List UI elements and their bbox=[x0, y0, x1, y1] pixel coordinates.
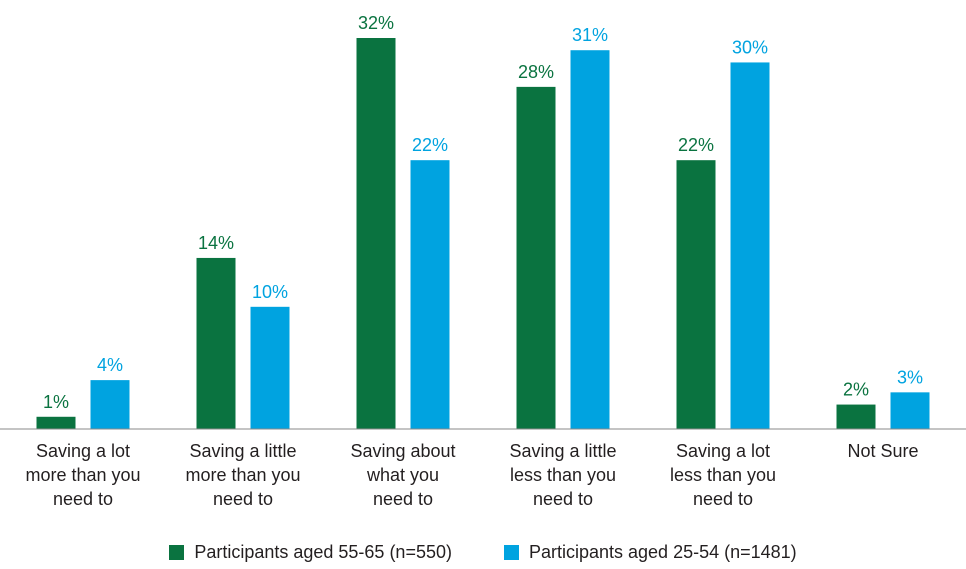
category-label-2-line-2: more than you bbox=[185, 465, 300, 485]
legend-swatch-25-54 bbox=[503, 544, 519, 560]
bar-s1-c4 bbox=[516, 86, 556, 429]
value-labels-group: 1% 4% 14% 10% 32% 22% 28% 31% 22% 30% 2% 3% bbox=[43, 13, 923, 412]
category-label-1-line-3: need to bbox=[53, 489, 113, 509]
category-label-1-line-2: more than you bbox=[25, 465, 140, 485]
category-label-4-line-2: less than you bbox=[510, 465, 616, 485]
value-label-s2-c6: 3% bbox=[897, 367, 923, 387]
bar-s2-c2 bbox=[250, 306, 290, 429]
bar-s1-c2 bbox=[196, 257, 236, 429]
value-label-s2-c5: 30% bbox=[732, 37, 768, 57]
category-label-5-line-1: Saving a lot bbox=[676, 441, 770, 461]
category-label-3-line-1: Saving about bbox=[350, 441, 455, 461]
legend-item-25-54: Participants aged 25-54 (n=1481) bbox=[503, 541, 797, 563]
value-label-s2-c2: 10% bbox=[252, 282, 288, 302]
legend: Participants aged 55-65 (n=550) Particip… bbox=[0, 535, 966, 569]
value-label-s1-c6: 2% bbox=[843, 380, 869, 400]
value-label-s2-c3: 22% bbox=[412, 135, 448, 155]
value-label-s1-c4: 28% bbox=[518, 62, 554, 82]
category-label-4-line-3: need to bbox=[533, 489, 593, 509]
value-label-s1-c1: 1% bbox=[43, 392, 69, 412]
legend-label-25-54: Participants aged 25-54 (n=1481) bbox=[528, 541, 797, 562]
category-label-3-line-3: need to bbox=[373, 489, 433, 509]
bar-s2-c6 bbox=[890, 392, 930, 429]
category-label-5-line-3: need to bbox=[693, 489, 753, 509]
category-label-3-line-2: what you bbox=[366, 465, 439, 485]
legend-item-55-65: Participants aged 55-65 (n=550) bbox=[169, 542, 452, 563]
value-label-s1-c3: 32% bbox=[358, 13, 394, 33]
value-label-s1-c2: 14% bbox=[198, 233, 234, 253]
bar-s2-c1 bbox=[90, 380, 130, 429]
category-labels-group: Saving a lot more than you need to Saving a… bbox=[25, 441, 918, 509]
value-label-s1-c5: 22% bbox=[678, 135, 714, 155]
bar-s2-c3 bbox=[410, 160, 450, 429]
category-label-2-line-3: need to bbox=[213, 489, 273, 509]
bar-chart: 1% 4% 14% 10% 32% 22% 28% 31% 22% 30% 2% 3% Saving … bbox=[0, 13, 966, 509]
category-label-2-line-1: Saving a little bbox=[189, 441, 296, 461]
bars-group bbox=[36, 38, 930, 429]
bar-s2-c4 bbox=[570, 50, 610, 429]
legend-label-55-65: Participants aged 55-65 (n=550) bbox=[194, 541, 452, 562]
bar-s1-c5 bbox=[676, 160, 716, 429]
category-label-6-line-1: Not Sure bbox=[847, 441, 918, 461]
value-label-s2-c4: 31% bbox=[572, 25, 608, 45]
category-label-1-line-1: Saving a lot bbox=[36, 441, 130, 461]
bar-s1-c3 bbox=[356, 38, 396, 429]
legend-swatch-55-65 bbox=[169, 544, 185, 560]
value-label-s2-c1: 4% bbox=[97, 355, 123, 375]
bar-s1-c1 bbox=[36, 416, 76, 429]
bar-s1-c6 bbox=[836, 404, 876, 429]
bar-s2-c5 bbox=[730, 62, 770, 429]
category-label-4-line-1: Saving a little bbox=[509, 441, 616, 461]
category-label-5-line-2: less than you bbox=[670, 465, 776, 485]
